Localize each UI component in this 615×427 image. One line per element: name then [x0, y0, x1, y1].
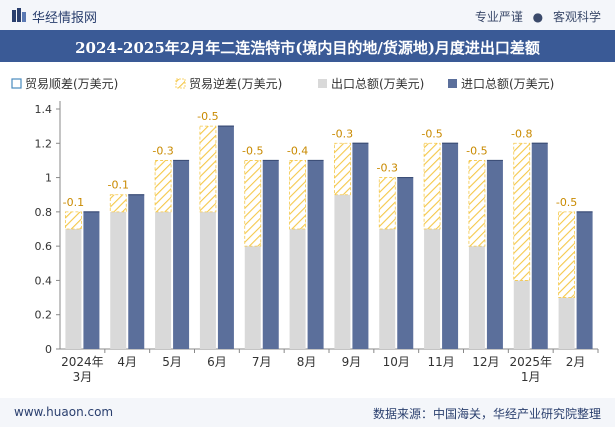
bar-export — [468, 246, 485, 349]
bar-export — [65, 229, 82, 349]
x-tick-label: 1月 — [521, 370, 541, 384]
x-tick-label: 5月 — [162, 355, 182, 369]
bar-deficit — [334, 142, 351, 196]
bar-import — [531, 143, 548, 349]
data-label-balance: -0.4 — [287, 144, 308, 157]
y-tick-label: 0.4 — [35, 274, 53, 287]
legend-label: 出口总额(万美元) — [331, 77, 424, 91]
bar-deficit — [65, 211, 82, 230]
bar-export — [334, 194, 351, 349]
y-tick-label: 1.4 — [35, 103, 53, 116]
chart-legend: 贸易顺差(万美元) 贸易逆差(万美元) 出口总额(万美元) 进口总额(万美元) — [11, 76, 554, 91]
bar-export — [513, 280, 530, 349]
bar-import — [83, 211, 100, 349]
x-tick-label: 10月 — [383, 355, 410, 369]
bar-deficit — [244, 160, 262, 247]
bar-export — [155, 211, 172, 349]
brand-name: 华经情报网 — [32, 11, 98, 26]
bar-import — [397, 177, 414, 349]
data-label-balance: -0.5 — [466, 144, 487, 157]
bar-export — [558, 297, 575, 349]
legend-swatch-deficit — [175, 78, 186, 89]
bar-import — [128, 194, 145, 349]
bar-export — [199, 211, 216, 349]
y-tick-label: 1 — [45, 172, 52, 185]
tagline: 专业严谨 ● 客观科学 — [475, 8, 601, 25]
bar-import — [352, 143, 369, 349]
chart-data-labels: -0.1 -0.1 -0.3 -0.5 -0.5 -0.4 -0.3 -0.3 -0.5 -0.5… — [63, 110, 578, 209]
legend-swatch-import — [448, 79, 457, 88]
bar-export — [379, 229, 396, 349]
data-label-balance: -0.5 — [421, 127, 442, 140]
legend-label: 贸易顺差(万美元) — [25, 77, 118, 91]
bar-deficit — [513, 142, 531, 281]
data-label-balance: -0.3 — [377, 162, 398, 175]
bar-export — [424, 229, 441, 349]
top-bar: 华经情报网 专业严谨 ● 客观科学 — [0, 0, 615, 30]
bar-deficit — [468, 160, 486, 247]
chart-title: 2024-2025年2月年二连浩特市(境内目的地/货源地)月度进出口差额 — [75, 39, 540, 57]
x-tick-label: 9月 — [342, 355, 362, 369]
bar-import — [217, 126, 234, 350]
chart-area: 贸易顺差(万美元) 贸易逆差(万美元) 出口总额(万美元) 进口总额(万美元) 0 0.… — [0, 62, 615, 398]
data-label-balance: -0.1 — [63, 196, 84, 209]
data-label-balance: -0.5 — [242, 144, 263, 157]
footer-site: www.huaon.com — [14, 405, 114, 419]
footer-bar: www.huaon.com 数据来源：中国海关，华经产业研究院整理 — [0, 398, 615, 427]
tagline-left: 专业严谨 — [474, 10, 523, 24]
data-label-balance: -0.5 — [197, 110, 218, 123]
legend-label: 进口总额(万美元) — [461, 77, 554, 91]
x-tick-label: 8月 — [297, 355, 317, 369]
x-tick-label: 2月 — [566, 355, 586, 369]
title-bar: 2024-2025年2月年二连浩特市(境内目的地/货源地)月度进出口差额 — [0, 30, 615, 62]
bar-import — [173, 160, 190, 349]
x-tick-label: 3月 — [73, 370, 93, 384]
x-tick-label: 2025年 — [509, 355, 552, 369]
bar-deficit — [558, 211, 575, 298]
bar-deficit — [289, 160, 306, 230]
footer-source: 数据来源：中国海关，华经产业研究院整理 — [372, 407, 601, 421]
legend-swatch-surplus — [11, 78, 22, 89]
bar-import — [576, 211, 593, 349]
bar-deficit — [154, 160, 172, 213]
legend-swatch-export — [318, 79, 327, 88]
bar-import — [262, 160, 279, 349]
tagline-right: 客观科学 — [552, 10, 601, 24]
bar-import — [442, 143, 459, 349]
chart-bars — [65, 125, 593, 350]
bar-import — [486, 160, 503, 349]
x-tick-label: 7月 — [252, 355, 272, 369]
y-tick-label: 0.2 — [35, 309, 53, 322]
brand-logo-icon — [12, 8, 26, 22]
bar-export — [110, 211, 127, 349]
legend-label: 贸易逆差(万美元) — [189, 76, 282, 91]
bar-deficit — [423, 142, 441, 230]
chart-svg: 贸易顺差(万美元) 贸易逆差(万美元) 出口总额(万美元) 进口总额(万美元) 0 0.… — [11, 76, 599, 384]
y-tick-label: 0.6 — [35, 240, 53, 253]
y-tick-label: 0 — [45, 343, 52, 356]
x-tick-label: 12月 — [472, 355, 499, 369]
x-tick-label: 11月 — [427, 355, 454, 369]
bar-export — [244, 246, 261, 349]
bar-deficit — [109, 194, 127, 213]
data-label-balance: -0.3 — [332, 127, 353, 140]
data-label-balance: -0.1 — [108, 179, 129, 192]
bar-export — [289, 229, 306, 349]
tagline-dot-icon: ● — [532, 10, 544, 24]
bar-import — [307, 160, 324, 349]
data-label-balance: -0.5 — [556, 196, 577, 209]
bar-deficit — [199, 125, 217, 213]
bar-deficit — [378, 177, 396, 230]
y-tick-label: 1.2 — [35, 137, 53, 150]
x-tick-label: 4月 — [117, 355, 137, 369]
y-tick-label: 0.8 — [35, 206, 53, 219]
data-label-balance: -0.8 — [511, 127, 532, 140]
data-label-balance: -0.3 — [152, 144, 173, 157]
x-tick-label: 2024年 — [61, 355, 104, 369]
x-tick-label: 6月 — [207, 355, 227, 369]
